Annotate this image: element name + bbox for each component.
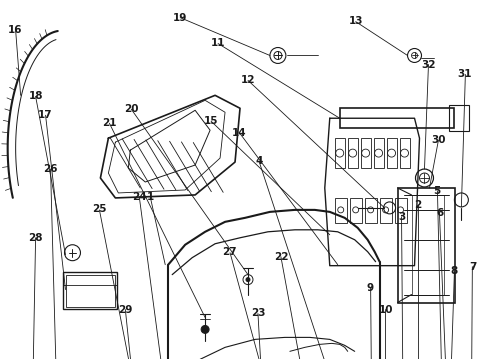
Bar xyxy=(394,198,406,223)
Text: 7: 7 xyxy=(468,262,475,272)
Circle shape xyxy=(245,278,249,282)
Text: 28: 28 xyxy=(28,233,43,243)
Text: 22: 22 xyxy=(273,252,288,262)
Text: 26: 26 xyxy=(43,163,58,174)
Text: 10: 10 xyxy=(378,305,392,315)
Text: 2: 2 xyxy=(413,200,420,210)
Bar xyxy=(349,198,361,223)
Text: 16: 16 xyxy=(8,25,22,35)
Text: 14: 14 xyxy=(231,128,245,138)
Bar xyxy=(360,138,370,168)
Bar xyxy=(62,272,117,310)
Text: 31: 31 xyxy=(457,69,471,79)
Text: 21: 21 xyxy=(102,118,116,128)
Text: 4: 4 xyxy=(255,156,262,166)
Text: 12: 12 xyxy=(241,75,255,85)
Text: 15: 15 xyxy=(203,116,218,126)
Bar xyxy=(347,138,357,168)
Text: 6: 6 xyxy=(435,208,442,219)
Bar xyxy=(399,138,408,168)
Text: 17: 17 xyxy=(38,110,53,120)
Text: 25: 25 xyxy=(92,204,106,215)
Text: 1: 1 xyxy=(147,192,154,202)
Text: 20: 20 xyxy=(124,104,138,114)
Bar xyxy=(373,138,383,168)
Text: 30: 30 xyxy=(430,135,445,145)
Bar xyxy=(448,105,468,131)
Bar xyxy=(397,188,454,302)
Bar xyxy=(364,198,376,223)
Text: 11: 11 xyxy=(210,38,224,48)
Text: 5: 5 xyxy=(432,186,440,196)
Text: 8: 8 xyxy=(449,266,457,276)
Bar xyxy=(334,198,346,223)
Bar xyxy=(386,138,396,168)
Text: 3: 3 xyxy=(397,212,404,221)
Text: 29: 29 xyxy=(118,305,132,315)
Text: 19: 19 xyxy=(173,13,187,23)
Text: 13: 13 xyxy=(348,17,362,27)
Text: 9: 9 xyxy=(366,283,373,293)
Bar xyxy=(339,108,453,128)
Bar xyxy=(334,138,344,168)
Text: 24: 24 xyxy=(132,192,147,202)
Text: 32: 32 xyxy=(421,59,435,69)
Text: 18: 18 xyxy=(28,91,43,101)
Text: 27: 27 xyxy=(222,247,237,257)
Bar xyxy=(379,198,391,223)
Text: 23: 23 xyxy=(250,309,265,318)
Circle shape xyxy=(201,325,209,333)
Bar xyxy=(65,275,115,306)
